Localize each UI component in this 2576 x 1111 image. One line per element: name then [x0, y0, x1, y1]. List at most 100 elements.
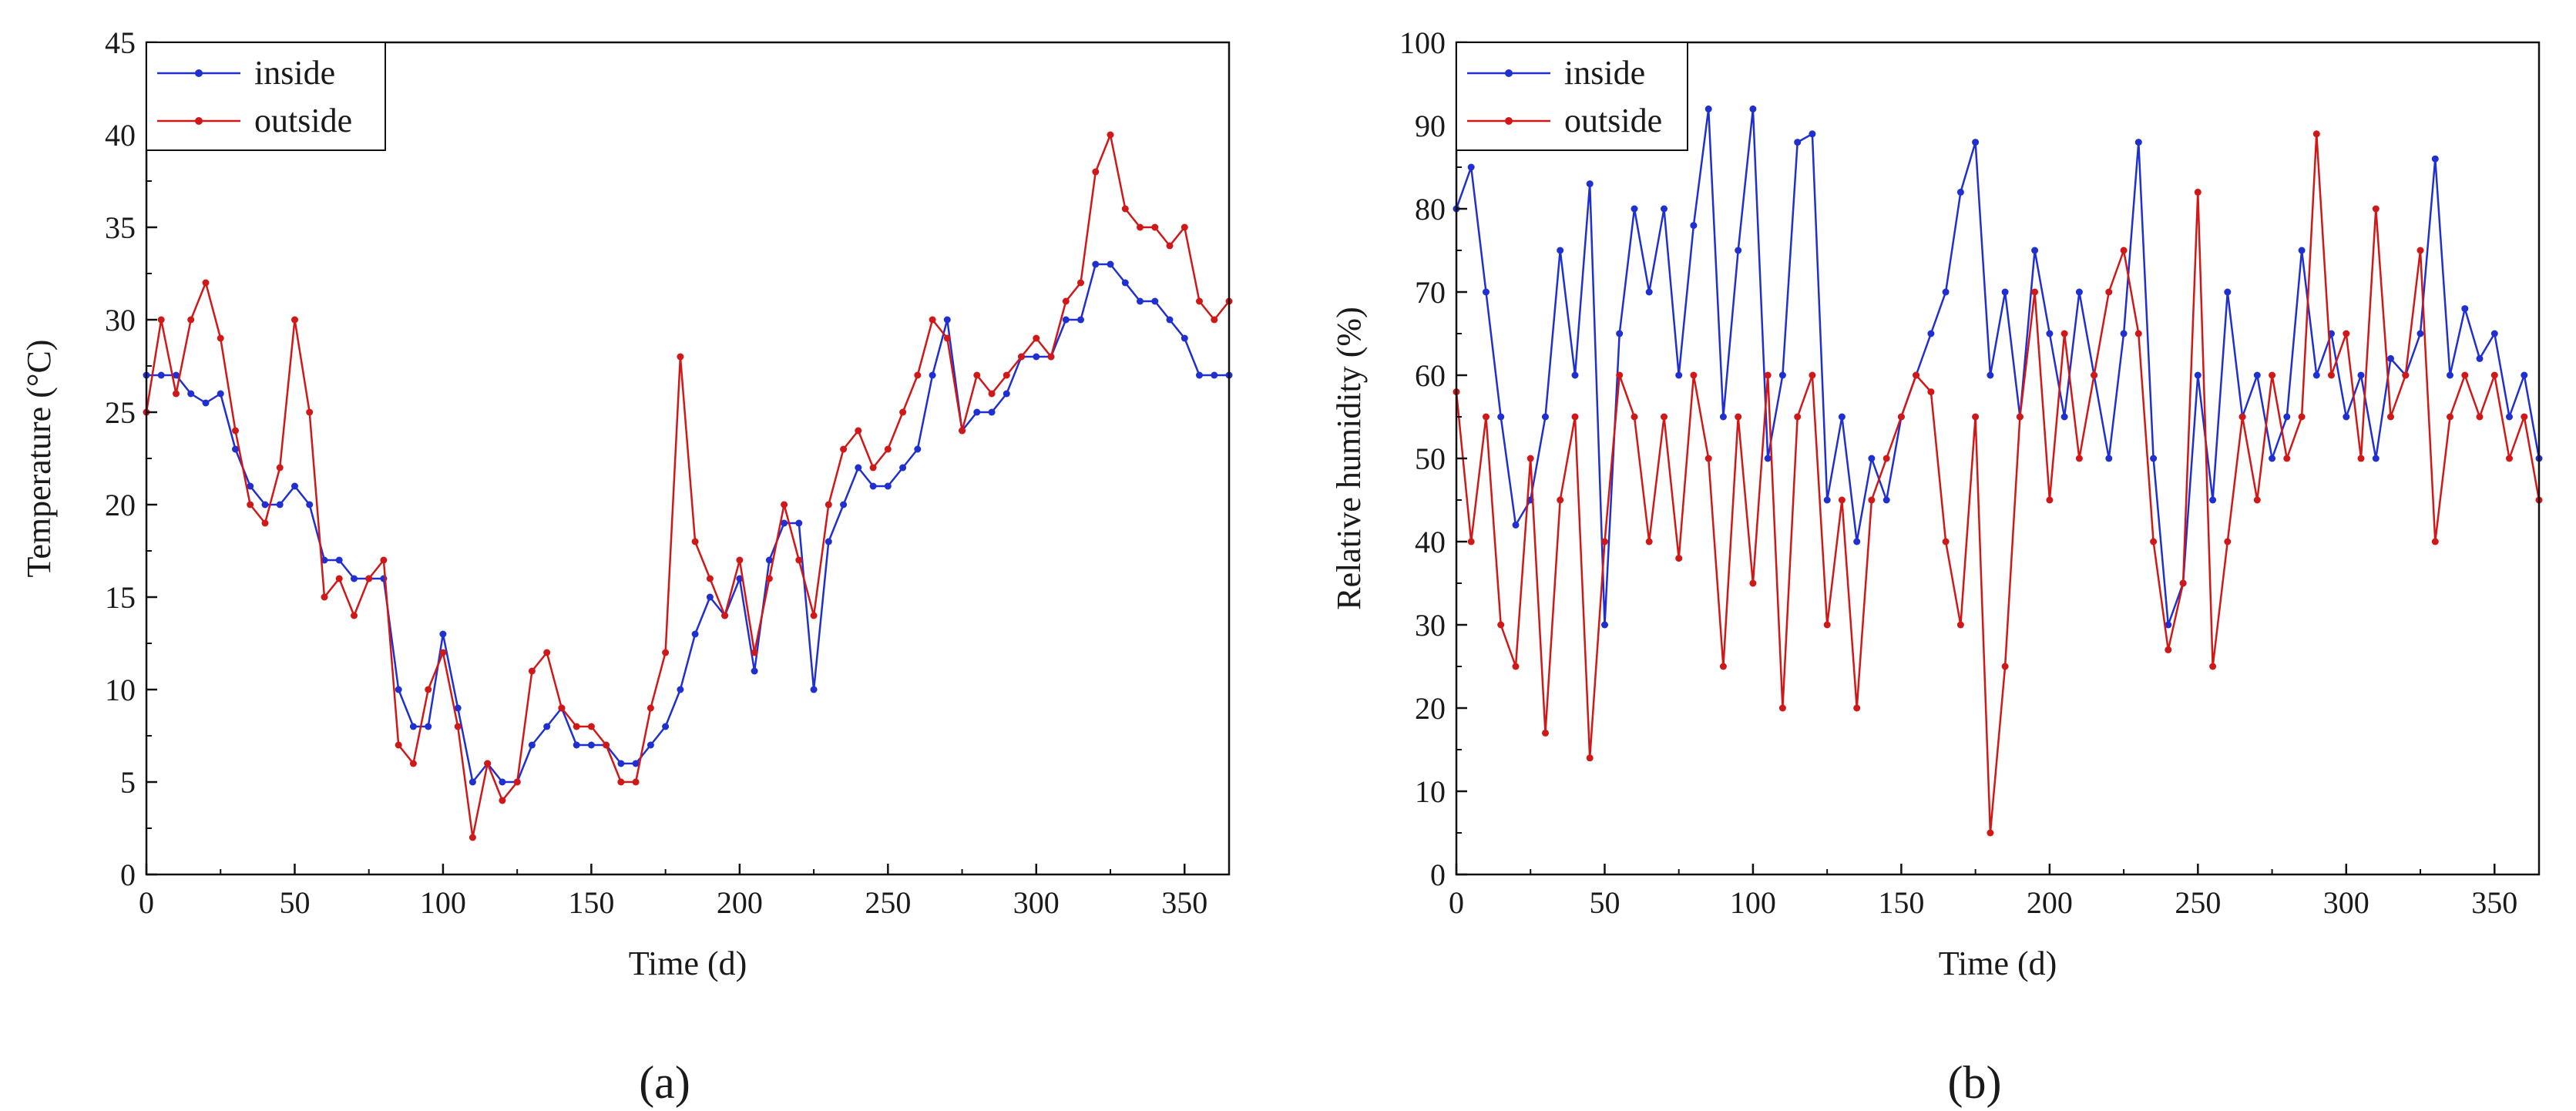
data-point [1838, 496, 1846, 504]
series-outside [143, 131, 1233, 841]
data-point [884, 482, 892, 490]
data-point [247, 501, 254, 509]
data-point [929, 316, 936, 324]
data-point [2046, 496, 2054, 504]
data-point [1018, 353, 1025, 361]
data-point [543, 723, 551, 730]
data-point [2224, 288, 2232, 296]
data-point [2476, 413, 2484, 421]
data-point [291, 316, 298, 324]
data-point [1211, 316, 1218, 324]
data-point [247, 482, 254, 490]
data-point [869, 464, 877, 472]
data-point [469, 778, 476, 786]
data-point [1033, 353, 1040, 361]
data-point [1972, 139, 1980, 146]
data-point [2060, 413, 2068, 421]
series-line-inside [146, 263, 1229, 784]
data-point [706, 593, 714, 601]
temperature-chart: 0 50 100 150 200 250 300 350 0 5 10 15 20 25 30 35 40 45 T… [20, 25, 1233, 1108]
data-point [2179, 579, 2187, 587]
data-point [751, 649, 758, 656]
data-point [2312, 130, 2320, 138]
data-point [959, 427, 966, 435]
data-point [573, 723, 580, 730]
data-point [765, 556, 773, 564]
data-point [1062, 316, 1070, 324]
data-point [2120, 330, 2128, 337]
data-point [306, 501, 314, 509]
legend-swatch-marker [1505, 69, 1513, 77]
data-point [425, 686, 432, 693]
legend-item-inside: inside [1467, 54, 1645, 92]
data-point [855, 464, 862, 472]
data-point [1942, 538, 1950, 545]
data-point [2298, 247, 2306, 254]
data-point [2194, 188, 2202, 196]
data-point [781, 519, 788, 527]
data-point [2253, 371, 2261, 379]
data-point [1601, 538, 1608, 545]
data-point [499, 778, 506, 786]
data-point [2476, 354, 2484, 362]
data-point [1092, 168, 1100, 176]
data-point [2075, 455, 2083, 462]
series-line-outside [145, 133, 1230, 839]
data-point [395, 686, 402, 693]
series-outside [1453, 130, 2543, 837]
data-point [217, 334, 224, 342]
data-point [2328, 371, 2335, 379]
data-point [1778, 704, 1786, 712]
data-point [587, 741, 595, 749]
data-point [662, 649, 670, 656]
data-point [691, 630, 699, 638]
data-point [2209, 663, 2217, 670]
data-point [2165, 621, 2172, 629]
data-point [1972, 413, 1980, 421]
data-point [2402, 371, 2410, 379]
data-point [1586, 180, 1594, 188]
data-point [1868, 455, 1876, 462]
data-point [2105, 455, 2113, 462]
data-point [632, 778, 640, 786]
data-point [2001, 288, 2009, 296]
data-point [499, 797, 506, 804]
data-point [2165, 646, 2172, 653]
data-point [2269, 371, 2276, 379]
data-point [2150, 538, 2158, 545]
data-point [736, 556, 744, 564]
panel-label: (a) [639, 1057, 690, 1108]
x-tick-label: 50 [279, 885, 310, 920]
data-point [454, 723, 462, 730]
data-point [632, 760, 640, 767]
data-point [202, 399, 210, 407]
x-tick-label: 300 [1013, 885, 1060, 920]
data-point [380, 556, 388, 564]
data-point [306, 408, 314, 416]
data-point [2416, 247, 2424, 254]
data-point [1927, 330, 1935, 337]
data-point [617, 760, 625, 767]
y-axis-title: Temperature (°C) [20, 340, 58, 578]
data-point [1497, 621, 1505, 629]
data-point [1151, 223, 1159, 231]
data-point [1735, 413, 1742, 421]
data-point [1719, 663, 1727, 670]
data-point [573, 741, 580, 749]
y-tick-label: 30 [1415, 608, 1446, 643]
data-point [1704, 455, 1712, 462]
data-point [1586, 754, 1594, 762]
legend-swatch-marker [195, 69, 203, 77]
data-point [1003, 390, 1010, 398]
y-tick-label: 0 [1430, 858, 1446, 892]
data-point [173, 390, 180, 398]
data-point [2506, 455, 2513, 462]
data-point [261, 501, 269, 509]
data-point [232, 445, 239, 453]
y-tick-label: 100 [1399, 25, 1446, 60]
data-point [1467, 538, 1475, 545]
x-tick-label: 0 [1449, 885, 1464, 920]
legend: inside outside [146, 42, 386, 151]
data-point [1631, 413, 1638, 421]
